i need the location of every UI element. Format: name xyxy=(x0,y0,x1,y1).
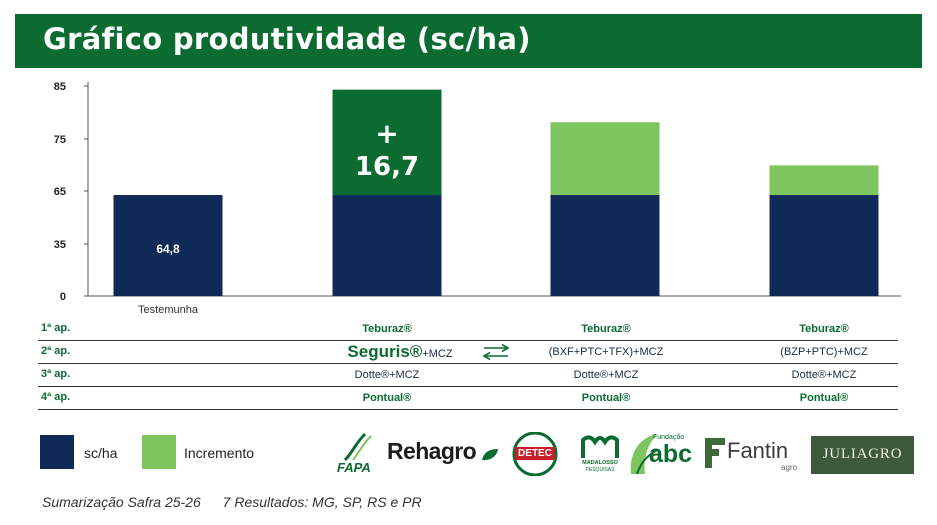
footer: Sumarização Safra 25-26 7 Resultados: MG… xyxy=(42,494,440,510)
y-tick-label: 0 xyxy=(60,291,66,303)
bar-incremento xyxy=(550,122,660,196)
row-label: 3ª ap. xyxy=(41,368,71,380)
bar-sc-ha xyxy=(769,195,879,296)
fundacao-abc-logo: Fundação abc xyxy=(627,428,693,478)
madalosso-sub: PESQUISAS xyxy=(585,467,615,473)
table-cell: Pontual® xyxy=(799,392,849,404)
bar-data-label: 64,8 xyxy=(156,242,180,256)
dna-icon xyxy=(343,432,372,462)
table-row: 4ª ap. Pontual® Pontual® Pontual® xyxy=(38,387,898,410)
madalosso-m-icon xyxy=(581,435,619,458)
table-cell: Dotte®+MCZ xyxy=(573,369,639,381)
bar-sc-ha xyxy=(113,195,223,296)
table-cell: Pontual® xyxy=(362,392,412,404)
legend-swatch-sc-ha xyxy=(40,435,74,469)
rehagro-text: Rehagro xyxy=(387,438,477,464)
fantin-logo: Fantin agro xyxy=(703,438,813,474)
y-tick-label: 85 xyxy=(54,81,66,93)
seguris-label: Seguris® xyxy=(347,342,423,361)
table-cell: (BZP+PTC)+MCZ xyxy=(780,346,868,358)
table-cell: Dotte®+MCZ xyxy=(791,369,857,381)
seguris-cell: Seguris®+MCZ xyxy=(320,342,480,362)
juliagro-text: JULIAGRO xyxy=(822,446,903,462)
table-row: 3ª ap. Dotte®+MCZ Dotte®+MCZ Dotte®+MCZ xyxy=(38,364,898,387)
table-cell: Teburaz® xyxy=(799,323,849,335)
juliagro-logo: JULIAGRO xyxy=(811,436,914,474)
y-tick-label: 35 xyxy=(54,239,66,251)
swap-arrows-icon xyxy=(482,344,510,360)
table-cell: (BXF+PTC+TFX)+MCZ xyxy=(548,346,664,358)
y-tick-label: 75 xyxy=(54,134,66,146)
seguris-suffix: +MCZ xyxy=(422,348,453,360)
table-cell: Teburaz® xyxy=(362,323,412,335)
table-row: 1ª ap. Teburaz® Teburaz® Teburaz® xyxy=(38,318,898,341)
table-row: 2ª ap. Seguris®+MCZ (BXF+PTC+TFX)+MCZ (B… xyxy=(38,341,898,364)
legend-label: Incremento xyxy=(184,445,255,461)
fapa-text: FAPA xyxy=(337,460,371,475)
madalosso-text: MADALOSSO xyxy=(582,460,618,466)
footer-results: 7 Resultados: MG, SP, RS e PR xyxy=(222,494,422,510)
y-tick-label: 65 xyxy=(54,186,66,198)
productivity-chart: 0 35 65 75 85 Testemunha 64,8 +16,7 xyxy=(54,81,901,316)
abc-top: Fundação xyxy=(653,434,685,441)
application-table: 1ª ap. Teburaz® Teburaz® Teburaz® 2ª ap.… xyxy=(38,318,898,410)
increment-value-label: 16,7 xyxy=(355,152,419,182)
row-label: 1ª ap. xyxy=(41,322,71,334)
partner-logos: FAPA Rehagro DETEC MADALOSSO PESQUISAS F… xyxy=(335,428,925,478)
table-cell: Pontual® xyxy=(581,392,631,404)
fapa-logo: FAPA xyxy=(335,432,381,476)
bar-sc-ha xyxy=(550,195,660,296)
rehagro-logo: Rehagro xyxy=(387,438,499,465)
table-cell: Teburaz® xyxy=(581,323,631,335)
madalosso-logo: MADALOSSO PESQUISAS xyxy=(575,434,625,478)
table-cell: Dotte®+MCZ xyxy=(354,369,420,381)
leaf-icon xyxy=(481,448,498,460)
fantin-text: Fantin xyxy=(727,438,789,463)
bar-incremento xyxy=(769,165,879,196)
detec-text: DETEC xyxy=(518,448,552,459)
fantin-f-icon xyxy=(705,438,725,468)
increment-plus-label: + xyxy=(375,117,398,150)
bar-sc-ha xyxy=(332,195,442,296)
detec-logo: DETEC xyxy=(511,431,559,477)
footer-summary: Sumarização Safra 25-26 xyxy=(42,494,201,510)
detec-emblem-icon xyxy=(512,431,558,477)
row-label: 4ª ap. xyxy=(41,391,71,403)
abc-text: abc xyxy=(649,440,693,468)
bar-incremento xyxy=(332,89,442,196)
x-category-label: Testemunha xyxy=(138,304,199,316)
page-title: Gráfico produtividade (sc/ha) xyxy=(43,22,531,56)
row-label: 2ª ap. xyxy=(41,345,71,357)
title-bar: Gráfico produtividade (sc/ha) xyxy=(15,14,922,68)
legend-label: sc/ha xyxy=(84,445,118,461)
fantin-sub: agro xyxy=(781,463,798,472)
abc-leaf-icon xyxy=(630,434,658,475)
legend-swatch-incremento xyxy=(142,435,176,469)
